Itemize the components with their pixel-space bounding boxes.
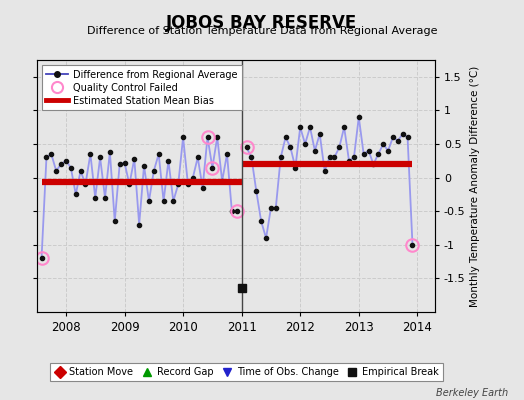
Text: Berkeley Earth: Berkeley Earth [436, 388, 508, 398]
Text: Difference of Station Temperature Data from Regional Average: Difference of Station Temperature Data f… [87, 26, 437, 36]
Legend: Station Move, Record Gap, Time of Obs. Change, Empirical Break: Station Move, Record Gap, Time of Obs. C… [50, 363, 443, 381]
Text: JOBOS BAY RESERVE: JOBOS BAY RESERVE [167, 14, 357, 32]
Y-axis label: Monthly Temperature Anomaly Difference (°C): Monthly Temperature Anomaly Difference (… [470, 65, 480, 307]
Legend: Difference from Regional Average, Quality Control Failed, Estimated Station Mean: Difference from Regional Average, Qualit… [41, 65, 242, 110]
